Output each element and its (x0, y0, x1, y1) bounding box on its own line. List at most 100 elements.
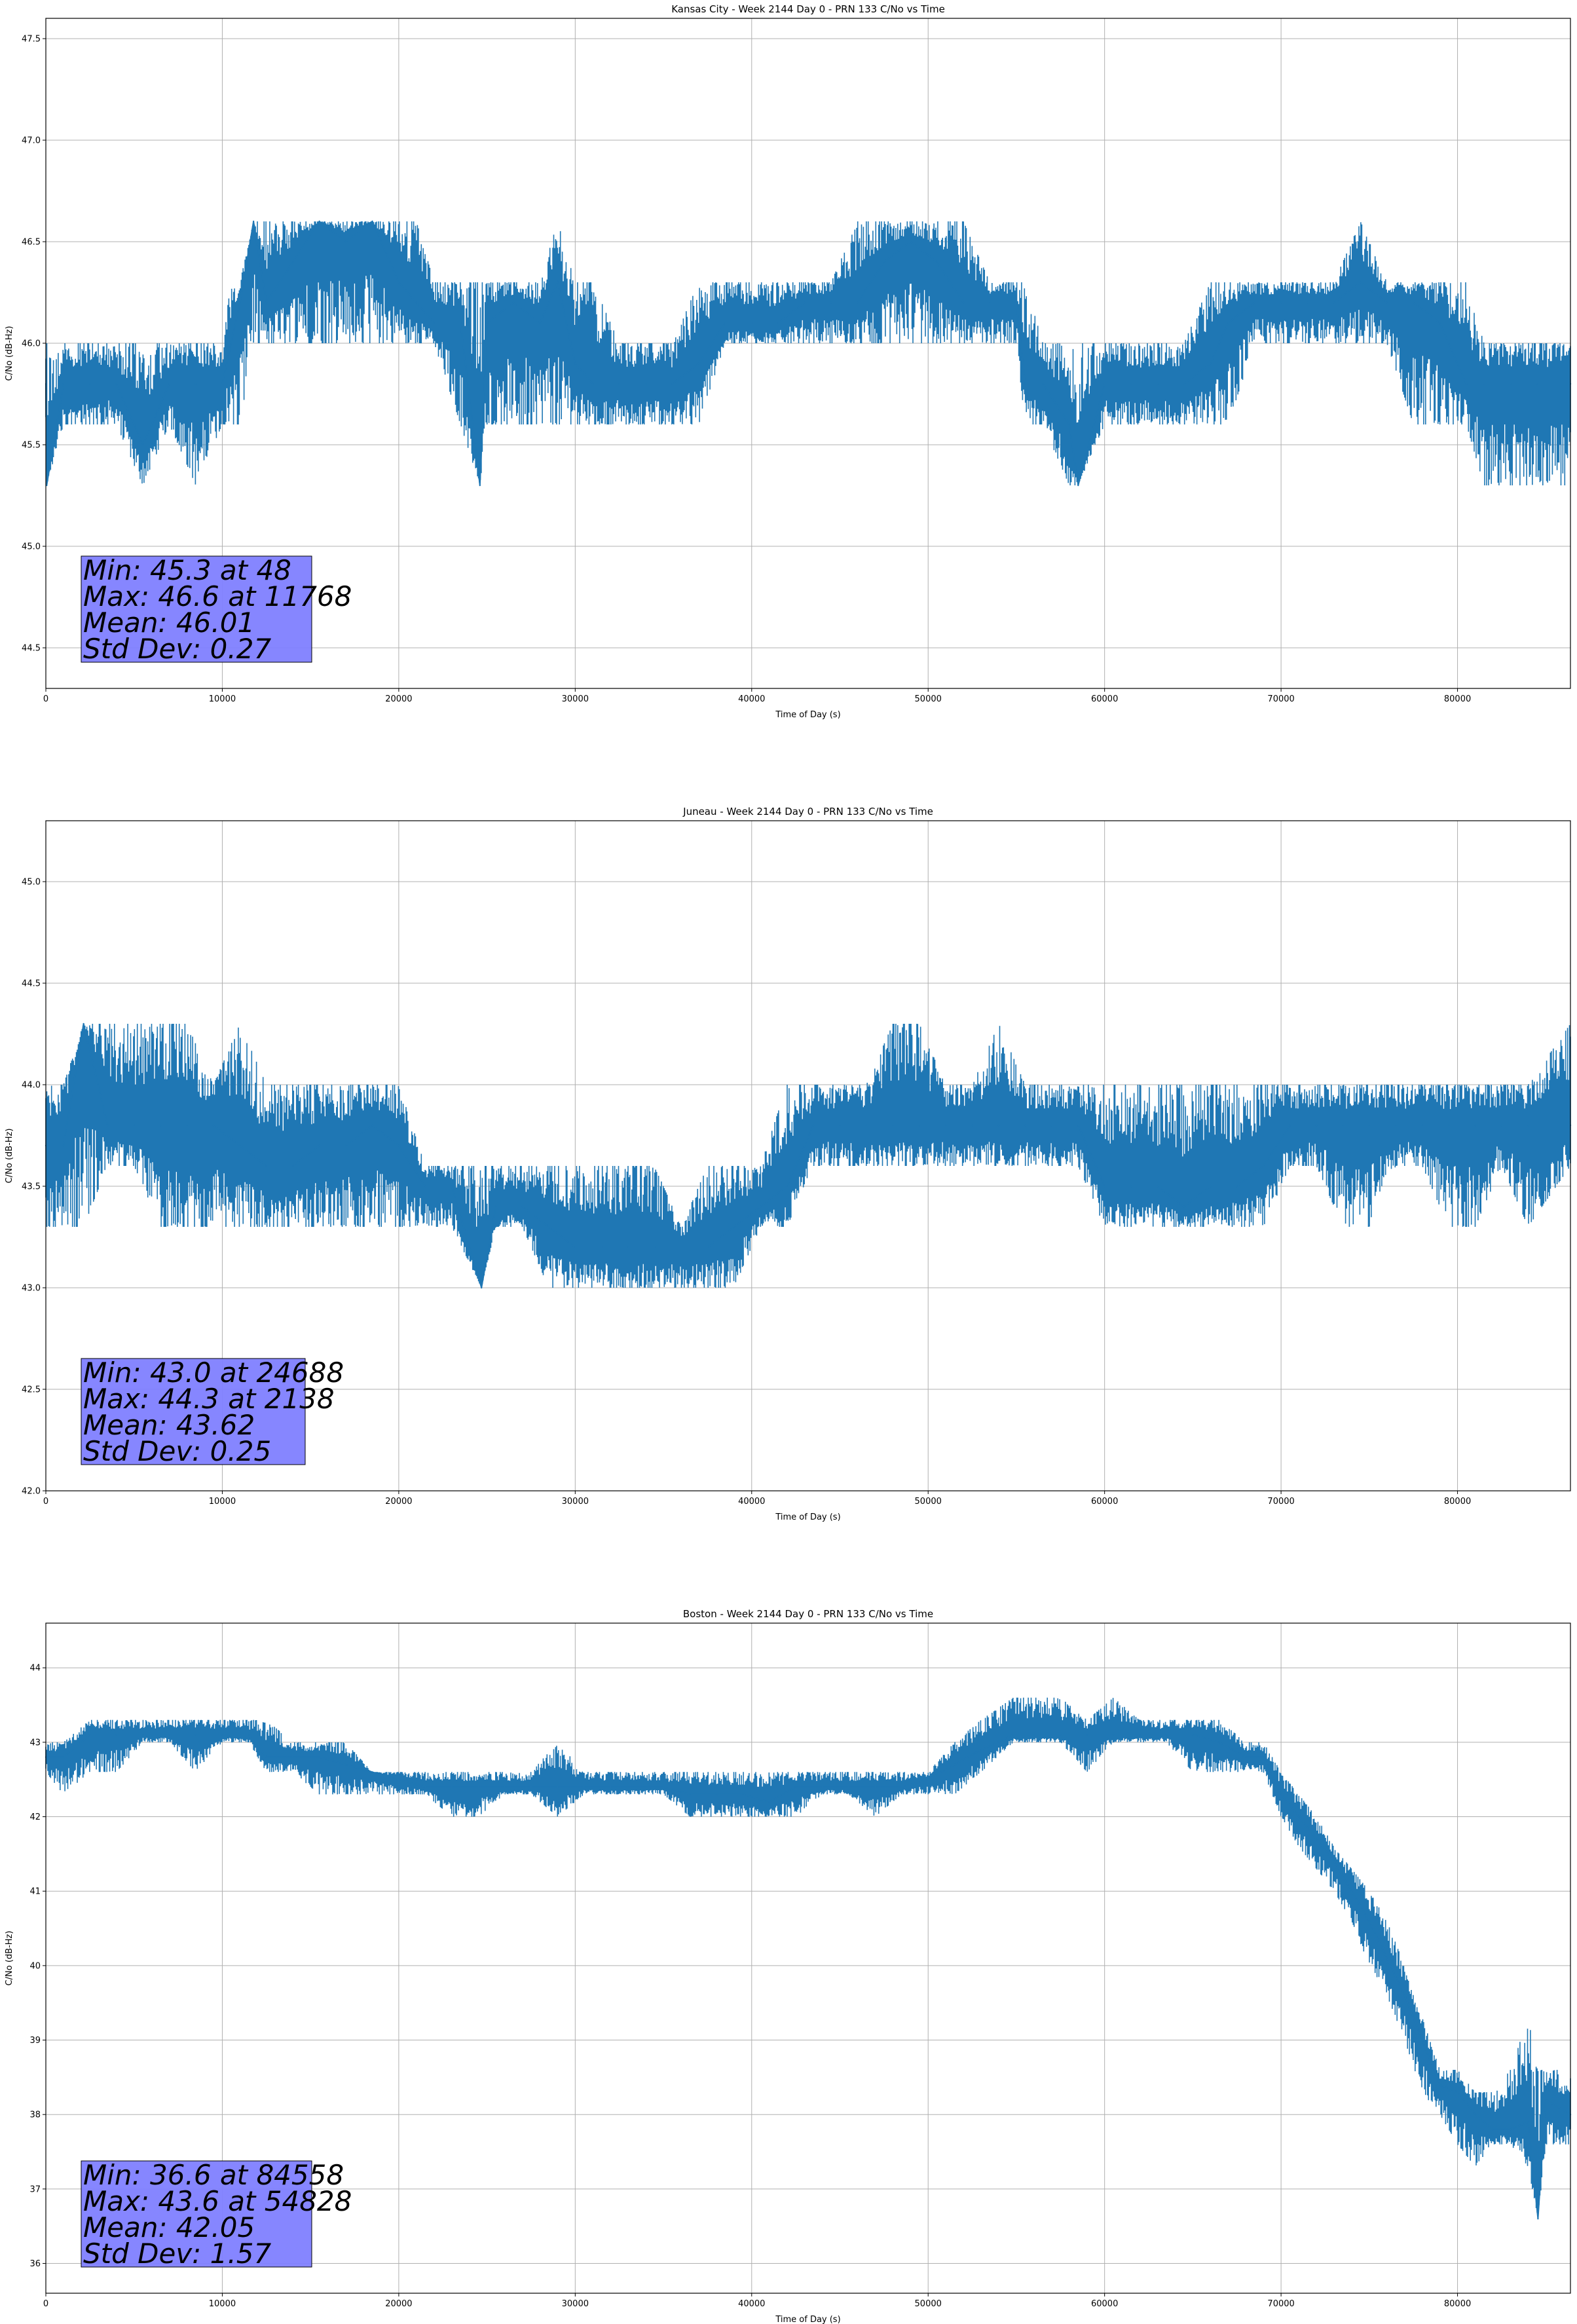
data-point (1253, 301, 1255, 304)
data-point (760, 1205, 762, 1208)
data-point (292, 1165, 294, 1167)
series-line (45, 1697, 1572, 2220)
y-tick-label: 40 (29, 1961, 41, 1971)
data-point (1183, 383, 1185, 385)
data-point (371, 1771, 373, 1773)
series-strokes (45, 221, 1571, 485)
data-point (89, 383, 91, 385)
x-axis-label: Time of Day (s) (775, 2315, 840, 2324)
data-point (221, 1734, 223, 1736)
y-tick-label: 42 (29, 1812, 41, 1822)
data-point (252, 220, 255, 223)
data-point (133, 1124, 135, 1127)
data-point (1218, 1741, 1221, 1744)
data-point (318, 1144, 320, 1147)
data-point (1465, 383, 1468, 385)
data-point (479, 484, 481, 487)
data-point (415, 301, 417, 304)
x-tick-label: 10000 (209, 1497, 236, 1507)
x-tick-label: 80000 (1444, 694, 1471, 704)
y-tick-label: 42.0 (22, 1487, 41, 1497)
data-point (1192, 1734, 1194, 1736)
data-point (539, 322, 541, 324)
x-tick-label: 60000 (1091, 1497, 1118, 1507)
data-point (460, 322, 462, 324)
data-point (1536, 383, 1538, 385)
stats-line: Max: 46.6 at 11768 (83, 580, 352, 612)
stats-line: Std Dev: 1.57 (83, 2238, 271, 2270)
data-point (1130, 383, 1132, 385)
data-point (159, 1124, 162, 1127)
x-tick-label: 70000 (1267, 1497, 1294, 1507)
data-point (971, 1124, 973, 1127)
data-point (547, 1226, 550, 1228)
data-point (1210, 1185, 1212, 1188)
data-point (424, 1786, 426, 1788)
data-point (1527, 2121, 1529, 2123)
data-point (481, 1286, 483, 1289)
y-tick-label: 45.5 (22, 441, 41, 451)
data-point (1139, 1734, 1141, 1736)
data-point (451, 1786, 453, 1788)
x-tick-label: 10000 (209, 2299, 236, 2309)
data-point (1112, 1734, 1115, 1736)
data-point (504, 1786, 506, 1788)
data-point (812, 1124, 815, 1127)
y-tick-label: 44 (29, 1664, 41, 1674)
data-point (742, 1793, 744, 1795)
data-point (883, 261, 885, 263)
x-tick-label: 80000 (1444, 2299, 1471, 2309)
data-point (46, 484, 48, 487)
x-tick-label: 20000 (385, 2299, 412, 2309)
data-point (1350, 1890, 1353, 1892)
data-point (1386, 1957, 1388, 1959)
stats-box-background (81, 2160, 312, 2268)
data-point (1157, 1185, 1159, 1188)
data-point (1033, 1734, 1035, 1736)
data-point (186, 1124, 188, 1127)
data-point (1483, 383, 1485, 385)
data-point (927, 1778, 929, 1780)
data-point (1015, 301, 1018, 304)
x-tick-label: 30000 (562, 694, 589, 704)
data-point (62, 1144, 65, 1147)
stats-line: Mean: 46.01 (83, 607, 255, 639)
data-point (724, 322, 726, 324)
data-point (195, 383, 197, 385)
data-point (751, 322, 753, 324)
data-point (1342, 1124, 1344, 1127)
data-point (1289, 1124, 1291, 1127)
series-line (45, 1022, 1572, 1289)
data-point (786, 1185, 788, 1188)
data-point (318, 1756, 320, 1758)
data-point (1510, 383, 1512, 385)
data-point (644, 383, 647, 385)
data-point (962, 301, 965, 304)
stats-line: Mean: 42.05 (83, 2211, 255, 2243)
plot-frame (45, 820, 1571, 1491)
data-point (865, 1124, 868, 1127)
data-point (1474, 1124, 1476, 1127)
data-point (265, 1165, 267, 1167)
data-point (62, 1756, 65, 1758)
y-tick-label: 43 (29, 1738, 41, 1748)
y-tick-label: 43.5 (22, 1182, 41, 1192)
stats-line: Std Dev: 0.25 (83, 1435, 271, 1467)
chart-title: Kansas City - Week 2144 Day 0 - PRN 133 … (671, 3, 945, 15)
y-tick-label: 36 (29, 2259, 41, 2269)
data-point (1395, 1124, 1397, 1127)
data-point (1403, 1995, 1405, 1996)
stats-line: Mean: 43.62 (83, 1409, 255, 1441)
data-point (574, 362, 576, 365)
data-point (1456, 2091, 1458, 2093)
x-tick-label: 0 (43, 1497, 48, 1507)
data-point (1333, 1860, 1335, 1862)
data-point (936, 261, 938, 263)
data-point (83, 1022, 84, 1025)
y-tick-label: 47.5 (22, 35, 41, 45)
data-point (794, 1786, 797, 1788)
x-tick-label: 50000 (915, 2299, 942, 2309)
chart-title: Boston - Week 2144 Day 0 - PRN 133 C/No … (683, 1608, 933, 1620)
